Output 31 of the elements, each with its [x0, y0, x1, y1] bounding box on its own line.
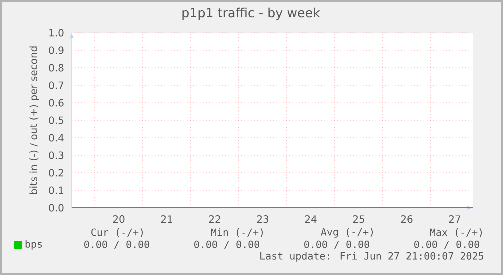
text: Cur (-/+) — [92, 228, 143, 238]
x-tick-label: 23 — [257, 216, 269, 224]
x-tick-label: 24 — [305, 216, 317, 223]
text: Avg (-/+) — [321, 228, 374, 238]
x-tick-label: 22 — [209, 216, 220, 223]
x-tick-label: 26 — [401, 216, 413, 224]
y-tick-label: 0.0 — [49, 204, 64, 212]
y-tick-label: 0.7 — [49, 82, 64, 90]
y-tick-label: 0.8 — [49, 64, 64, 72]
y-tick-label: 0.3 — [49, 152, 64, 160]
text: 0.00 / 0.00 — [304, 240, 370, 250]
y-tick-label: 1.0 — [50, 29, 64, 37]
y-tick-label: 0.4 — [49, 134, 64, 142]
y-tick-label: 0.5 — [49, 116, 64, 124]
legend-label: bps — [26, 240, 42, 250]
text: Min (-/+) — [211, 228, 263, 238]
x-tick-label: 25 — [353, 216, 364, 224]
y-axis-title: bits in (-) / out (+) per second — [30, 46, 40, 194]
y-tick-label: 0.9 — [49, 46, 64, 54]
y-tick-label: 0.6 — [49, 99, 64, 107]
text: 0.00 / 0.00 — [84, 240, 150, 250]
text: Max (-/+) — [430, 228, 482, 238]
text: 0.00 / 0.00 — [414, 240, 480, 250]
text: 0.00 / 0.00 — [194, 240, 260, 250]
y-tick-label: 0.2 — [49, 169, 64, 177]
x-tick-label: 20 — [113, 216, 125, 224]
text: Last update: Fri Jun 27 21:00:07 2025 — [260, 252, 484, 262]
chart-title: p1p1 traffic - by week — [182, 8, 320, 20]
x-tick-label: 21 — [161, 216, 172, 223]
y-tick-label: 0.1 — [49, 186, 64, 194]
x-tick-label: 27 — [449, 216, 460, 223]
